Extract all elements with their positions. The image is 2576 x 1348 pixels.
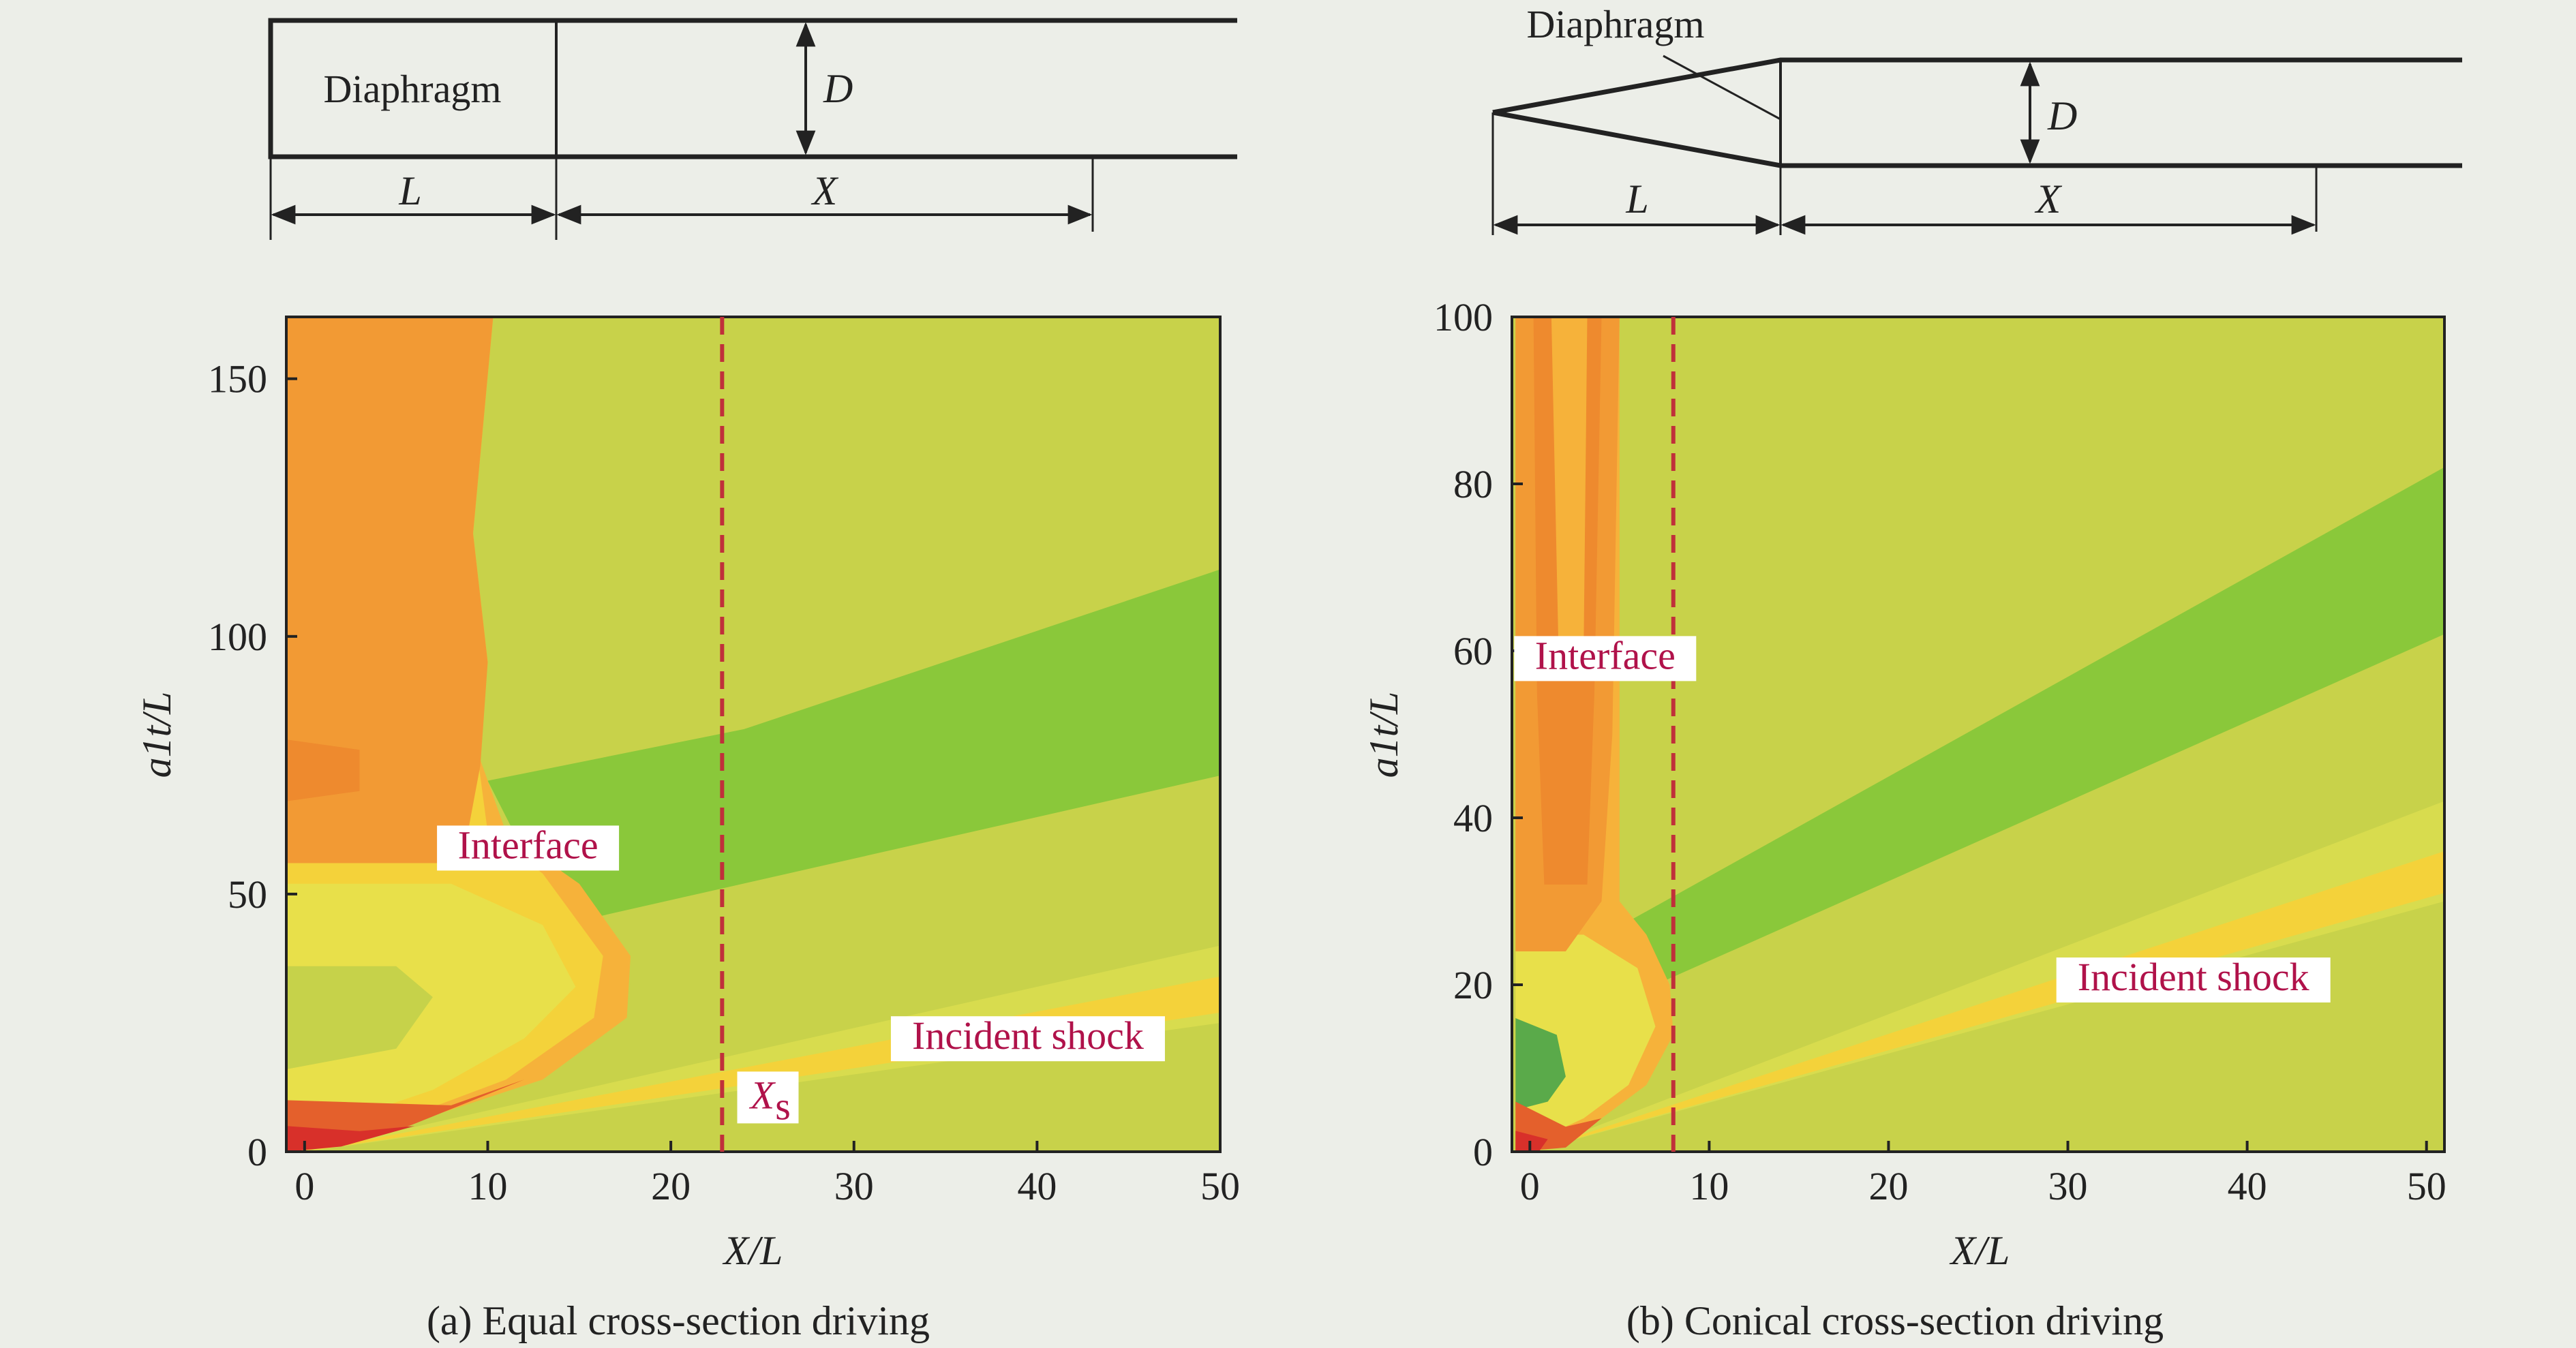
caption-a: (a) Equal cross-section driving [427,1298,930,1343]
b-y-tick-label: 0 [1473,1130,1493,1174]
x-axis-label-a: X/L [723,1228,783,1273]
b-y-tick-label: 20 [1453,963,1493,1007]
diaphragm-leader-b [1663,55,1781,121]
x-axis-label-b: X/L [1950,1228,2010,1273]
b-x-tick-label: 30 [2048,1164,2088,1208]
caption-b: (b) Conical cross-section driving [1626,1298,2164,1343]
a-y-tick-label: 0 [247,1130,267,1174]
shock-band-outer-a [304,945,1220,1152]
incident-shock-label-a-bg [890,1016,1165,1062]
axes-a: 0 10 20 30 40 50 0 50 100 150 Interface Incident sh… [208,317,1240,1208]
tube-upper-b [1492,57,2462,115]
b-x-tick-label: 50 [2407,1164,2446,1208]
y-axis-label-a: a1t/L [134,692,179,778]
schematic-a: Diaphragm D L X [268,18,1237,240]
b-y-tick-label: 60 [1453,629,1493,673]
interface-label-a-bg [437,825,620,871]
a-x-tick-label: 40 [1017,1164,1057,1208]
y-axis-label-b: a1t/L [1361,692,1406,778]
interface-stripe-b [1551,317,1588,651]
shock-band-outer-b [1530,801,2444,1152]
incident-shock-label-a: Incident shock [912,1013,1144,1058]
b-x-tick-label: 20 [1868,1164,1908,1208]
b-x-tick-label: 0 [1520,1164,1540,1208]
schematic-b: Diaphragm D L X [1491,2,2462,235]
plot-frame-a [285,316,1222,1153]
interface-dark-a [286,739,360,801]
a-y-tick-label: 150 [208,357,267,401]
position-label-a: X [811,168,839,213]
interface-label-b-bg [1514,636,1697,681]
shock-band-b [1530,851,2444,1152]
a-y-tick-label: 100 [208,615,267,659]
xs-subscript: s [775,1084,791,1128]
length-label-a: L [398,168,421,213]
tube-outline-a [268,18,1237,159]
a-x-tick-label: 30 [834,1164,874,1208]
interface-label-a: Interface [458,823,598,867]
expansion-green-b [1515,1018,1566,1110]
diameter-label-a: D [823,66,853,111]
b-y-tick-label: 100 [1434,295,1493,339]
green-band-a [487,569,1220,925]
b-y-tick-label: 80 [1453,462,1493,506]
b-x-tick-label: 10 [1689,1164,1729,1208]
chart-a: 0 10 20 30 40 50 0 50 100 150 Interface Incident sh… [134,316,1240,1343]
diaphragm-label-b: Diaphragm [1527,2,1705,46]
expansion-yellow-a [286,883,576,1131]
origin-red-a [286,1126,414,1152]
xs-label-bg [737,1071,799,1124]
position-label-b: X [2035,177,2063,221]
axes-b: 0 10 20 30 40 50 0 20 40 60 80 100 Interface Incident… [1434,295,2446,1208]
length-label-b: L [1625,177,1648,221]
green-band-b [1619,467,2444,985]
a-y-tick-label: 50 [228,872,267,917]
chart-b: 0 10 20 30 40 50 0 20 40 60 80 100 Interface Incident… [1361,295,2446,1343]
diaphragm-label-a: Diaphragm [324,67,502,111]
contour-plot-a [286,317,1220,1152]
expansion-green-a [286,966,433,1069]
diameter-label-b: D [2047,93,2077,138]
incident-shock-label-b-bg [2056,958,2331,1002]
a-x-tick-label: 0 [294,1164,314,1208]
origin-red-b [1515,1131,1548,1152]
b-y-tick-label: 40 [1453,796,1493,840]
b-x-tick-label: 40 [2228,1164,2267,1208]
a-x-tick-label: 20 [651,1164,691,1208]
xs-label: X [749,1073,776,1117]
plot-frame-b [1511,316,2446,1153]
a-x-tick-label: 10 [468,1164,507,1208]
interface-label-b: Interface [1535,633,1676,677]
interface-orange-a [286,317,494,863]
a-x-tick-label: 50 [1200,1164,1240,1208]
contour-plot-b [1512,317,2444,1152]
incident-shock-label-b: Incident shock [2078,955,2309,999]
tube-lower-b [1492,110,2462,168]
